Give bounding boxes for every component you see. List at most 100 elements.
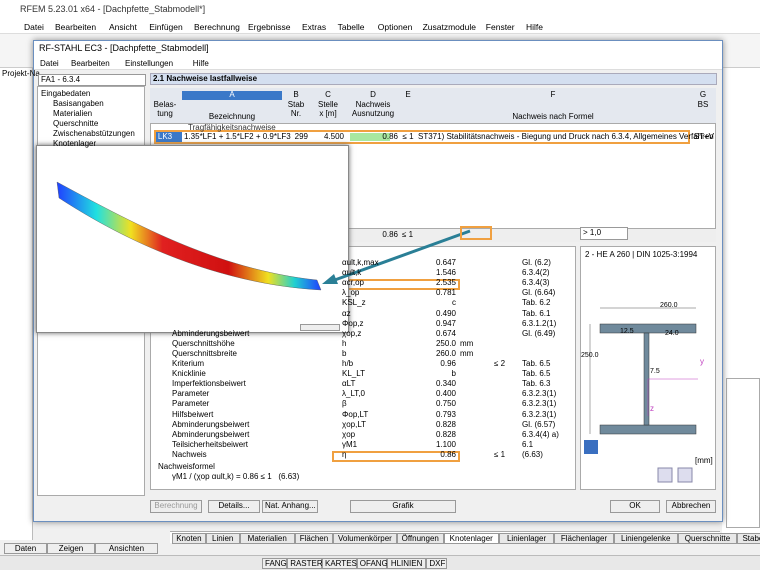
section-title: 2 - HE A 260 | DIN 1025-3:1994	[585, 250, 698, 259]
detail-cell: Abminderungsbeiwert	[172, 328, 250, 338]
highlight-buttons	[460, 226, 492, 240]
detail-cell: mm	[460, 338, 474, 348]
detail-cell: ≤ 1	[494, 449, 506, 459]
menu-item[interactable]: Datei	[24, 22, 44, 32]
detail-cell: 6.3.2.3(1)	[522, 409, 557, 419]
tab[interactable]: Knotenlager	[443, 533, 499, 544]
status-toggle[interactable]: DXF	[426, 558, 447, 569]
tab[interactable]: Flächen	[294, 533, 333, 544]
column-letter: C	[325, 90, 331, 99]
tab[interactable]: Querschnitte	[677, 533, 738, 544]
detail-cell: 6.3.2.3(1)	[522, 399, 557, 409]
detail-cell: Gl. (6.2)	[522, 258, 551, 267]
detail-cell: Gl. (6.49)	[522, 328, 556, 338]
tab[interactable]: Materialien	[239, 533, 295, 544]
tree-item[interactable]: Zwischenabstützungen	[53, 129, 135, 138]
column-header: Nachweis Ausnutzung	[351, 100, 395, 118]
case-select[interactable]: FA1 - 6.3.4	[38, 74, 146, 86]
detail-cell: ≤ 2	[494, 359, 506, 368]
menu-item[interactable]: Einstellungen	[125, 59, 174, 68]
tab[interactable]: Liniengelenke	[613, 533, 678, 544]
detail-cell: 0.750	[435, 399, 456, 409]
tree-item[interactable]: Knotenlager	[53, 139, 97, 148]
detail-cell: h/b	[342, 359, 354, 368]
tab[interactable]: Stabendgelenke	[737, 533, 760, 544]
detail-cell: Imperfektionsbeiwert	[172, 379, 246, 389]
formula: γM1 / (χop αult,k) = 0.86 ≤ 1 (6.63)	[172, 472, 300, 481]
detail-cell: αLT	[342, 379, 356, 389]
status-toggle[interactable]: RASTER	[287, 558, 323, 569]
menu-item[interactable]: Hilfe	[192, 59, 209, 68]
detail-cell: 0.828	[435, 419, 456, 429]
status-toggle[interactable]: KARTES	[322, 558, 357, 569]
tool-button[interactable]	[657, 467, 673, 483]
menu-item[interactable]: Ergebnisse	[248, 22, 291, 32]
tab[interactable]: Knoten	[172, 533, 206, 544]
detail-cell: 250.0	[435, 338, 456, 348]
status-toggle[interactable]: FANG	[262, 558, 288, 569]
menu-item[interactable]: Extras	[302, 22, 327, 32]
menu-item[interactable]: Fenster	[485, 22, 515, 32]
column-letter: D	[370, 90, 376, 99]
detail-cell: 0.793	[435, 409, 456, 419]
menu-item[interactable]: Datei	[40, 59, 59, 68]
column-letter: E	[405, 90, 411, 99]
status-toggle[interactable]: HLINIEN	[386, 558, 427, 569]
menu-item[interactable]: Einfügen	[149, 22, 183, 32]
unit-label: [mm]	[695, 456, 713, 465]
dialog-title-bar	[34, 41, 722, 57]
panel-title: Projekt-Na	[2, 69, 40, 78]
menu-item[interactable]: Hilfe	[526, 22, 544, 32]
tab[interactable]: Linien	[205, 533, 240, 544]
column-letter: A	[182, 90, 282, 100]
detail-cell: Hilfsbeiwert	[172, 409, 214, 419]
menu-item[interactable]: Bearbeiten	[55, 22, 97, 32]
status-toggle[interactable]: OFANG	[356, 558, 388, 569]
detail-cell: Abminderungsbeiwert	[172, 419, 250, 429]
menu-item[interactable]: Zusatzmodule	[422, 22, 476, 32]
tab[interactable]: Volumenkörper	[333, 533, 397, 544]
button[interactable]: Details...	[208, 500, 260, 513]
title-bar	[0, 0, 760, 20]
detail-cell: Querschnittshöhe	[172, 338, 235, 348]
menu-item[interactable]: Optionen	[377, 22, 413, 32]
info-icon[interactable]	[584, 440, 598, 454]
navigator	[0, 68, 33, 540]
tab[interactable]: Linienlager	[498, 533, 555, 544]
detail-cell: 0.947	[435, 318, 456, 328]
menu-item[interactable]: Bearbeiten	[71, 59, 110, 68]
button[interactable]: OK	[610, 500, 660, 513]
detail-cell: Teilsicherheitsbeiwert	[172, 439, 249, 449]
nav-tab[interactable]: Zeigen	[47, 543, 95, 554]
app-title: RFEM 5.23.01 x64 - [Dachpfette_Stabmodel…	[20, 4, 206, 14]
ratio-bar	[350, 133, 390, 141]
nav-tab[interactable]: Daten	[4, 543, 47, 554]
detail-cell: Tab. 6.5	[522, 369, 551, 379]
button[interactable]: Abbrechen	[666, 500, 716, 513]
tree-root: Eingabedaten	[41, 89, 91, 98]
detail-cell: Parameter	[172, 389, 210, 399]
popup-close[interactable]	[300, 324, 340, 331]
button[interactable]: Berechnung	[150, 500, 202, 513]
column-letter: G	[699, 90, 707, 99]
detail-cell: Gl. (6.57)	[522, 419, 556, 429]
tool-button[interactable]	[677, 467, 693, 483]
selected-row	[154, 130, 690, 144]
button[interactable]: Nat. Anhang...	[262, 500, 318, 513]
filter-select[interactable]: > 1,0	[580, 227, 628, 240]
detail-cell: Kriterium	[172, 359, 205, 368]
tree-item[interactable]: Querschnitte	[53, 119, 99, 128]
menu-item[interactable]: Tabelle	[337, 22, 365, 32]
tab[interactable]: Öffnungen	[396, 533, 444, 544]
tree-item[interactable]: Materialien	[53, 109, 93, 118]
detail-cell: Tab. 6.1	[522, 308, 551, 318]
axis-label: y	[700, 357, 704, 366]
cell: 0.86	[382, 132, 398, 141]
menu-item[interactable]: Berechnung	[194, 22, 240, 32]
tab[interactable]: Flächenlager	[554, 533, 614, 544]
menu-item[interactable]: Ansicht	[109, 22, 137, 32]
tree-item[interactable]: Basisangaben	[53, 99, 104, 108]
button[interactable]: Grafik	[350, 500, 456, 513]
nav-tab[interactable]: Ansichten	[95, 543, 158, 554]
